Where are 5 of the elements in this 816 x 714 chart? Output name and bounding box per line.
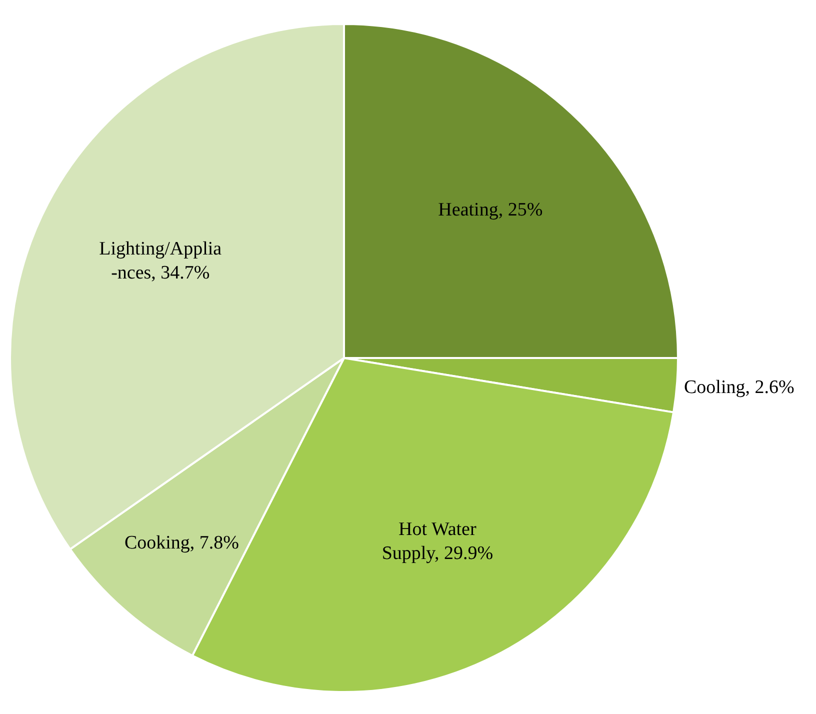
slice-label: Hot Water Supply, 29.9% (382, 519, 494, 564)
slice-label: Heating, 25% (438, 200, 543, 221)
slice-label: Cooling, 2.6% (684, 377, 794, 398)
slice-label: Cooking, 7.8% (124, 532, 240, 554)
slice-label: Lighting/Applia -nces, 34.7% (99, 238, 222, 284)
